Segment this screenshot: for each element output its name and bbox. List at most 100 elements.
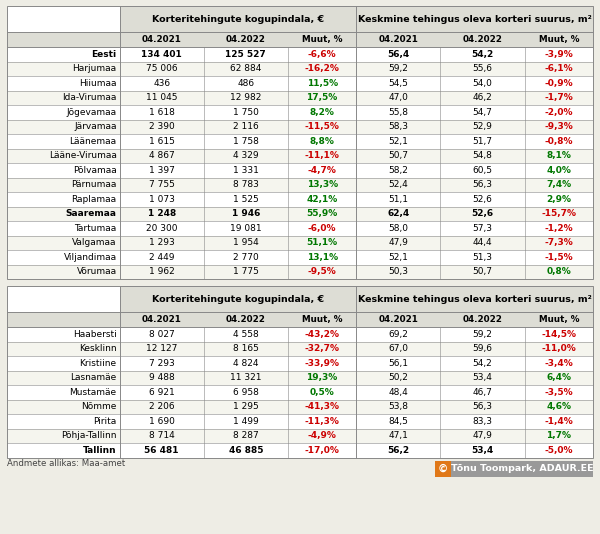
Bar — [7, 47, 593, 61]
Text: 1 499: 1 499 — [233, 417, 259, 426]
Text: Lasnamäe: Lasnamäe — [70, 373, 116, 382]
Text: 6,4%: 6,4% — [546, 373, 571, 382]
Text: 52,9: 52,9 — [473, 122, 493, 131]
Bar — [7, 6, 593, 279]
Text: 67,0: 67,0 — [388, 344, 409, 354]
Text: -11,5%: -11,5% — [305, 122, 340, 131]
Text: 55,8: 55,8 — [388, 108, 409, 117]
Text: -3,4%: -3,4% — [544, 359, 573, 368]
Text: 53,4: 53,4 — [472, 446, 494, 455]
Text: 51,3: 51,3 — [473, 253, 493, 262]
Text: -15,7%: -15,7% — [541, 209, 576, 218]
Text: 56 481: 56 481 — [145, 446, 179, 455]
Text: 84,5: 84,5 — [388, 417, 409, 426]
Text: 1 946: 1 946 — [232, 209, 260, 218]
Text: 4,6%: 4,6% — [546, 402, 571, 411]
Text: Haabersti: Haabersti — [73, 330, 116, 339]
Text: 54,5: 54,5 — [388, 78, 409, 88]
Text: -16,2%: -16,2% — [305, 64, 340, 73]
Bar — [435, 460, 593, 476]
Text: 13,3%: 13,3% — [307, 180, 338, 189]
Bar — [7, 428, 593, 443]
Text: 04.2022: 04.2022 — [463, 315, 502, 324]
Text: Eesti: Eesti — [92, 50, 116, 59]
Text: 1 954: 1 954 — [233, 238, 259, 247]
Text: 42,1%: 42,1% — [307, 195, 338, 204]
Text: 52,1: 52,1 — [388, 253, 409, 262]
Text: Andmete allikas: Maa-amet: Andmete allikas: Maa-amet — [7, 459, 125, 468]
Text: -41,3%: -41,3% — [305, 402, 340, 411]
Text: Korteritehingute kogupindala, €: Korteritehingute kogupindala, € — [152, 14, 324, 23]
Text: 54,7: 54,7 — [473, 108, 493, 117]
Bar — [7, 371, 593, 385]
Text: 0,8%: 0,8% — [547, 267, 571, 276]
Text: 56,4: 56,4 — [387, 50, 410, 59]
Text: 4 558: 4 558 — [233, 330, 259, 339]
Text: 50,7: 50,7 — [388, 151, 409, 160]
Text: 8 783: 8 783 — [233, 180, 259, 189]
Bar — [7, 6, 593, 279]
Bar — [7, 235, 593, 250]
Text: 51,7: 51,7 — [473, 137, 493, 146]
Text: 8 714: 8 714 — [149, 431, 175, 440]
Text: 75 006: 75 006 — [146, 64, 178, 73]
Text: 53,8: 53,8 — [388, 402, 409, 411]
Text: ©: © — [438, 464, 448, 474]
Text: 83,3: 83,3 — [473, 417, 493, 426]
Text: 56,3: 56,3 — [473, 402, 493, 411]
Text: 4 329: 4 329 — [233, 151, 259, 160]
Bar — [7, 414, 593, 428]
Text: 1 525: 1 525 — [233, 195, 259, 204]
Text: 1 750: 1 750 — [233, 108, 259, 117]
Text: 19,3%: 19,3% — [307, 373, 338, 382]
Text: 7,4%: 7,4% — [546, 180, 571, 189]
Text: 134 401: 134 401 — [142, 50, 182, 59]
Text: 8 165: 8 165 — [233, 344, 259, 354]
Text: 55,6: 55,6 — [473, 64, 493, 73]
Text: Muut, %: Muut, % — [302, 315, 343, 324]
Text: 1 690: 1 690 — [149, 417, 175, 426]
Text: -6,6%: -6,6% — [308, 50, 337, 59]
Text: 47,9: 47,9 — [388, 238, 409, 247]
Text: Võrumaa: Võrumaa — [77, 267, 116, 276]
Text: Viljandimaa: Viljandimaa — [64, 253, 116, 262]
Text: 125 527: 125 527 — [226, 50, 266, 59]
Text: 54,0: 54,0 — [473, 78, 493, 88]
Text: 12 982: 12 982 — [230, 93, 262, 102]
Text: 50,7: 50,7 — [473, 267, 493, 276]
Text: 12 127: 12 127 — [146, 344, 178, 354]
Text: Tartumaa: Tartumaa — [74, 224, 116, 233]
Text: 8 027: 8 027 — [149, 330, 175, 339]
Text: 50,3: 50,3 — [388, 267, 409, 276]
Bar — [119, 6, 356, 32]
Bar — [7, 286, 593, 458]
Text: 51,1%: 51,1% — [307, 238, 338, 247]
Text: 47,1: 47,1 — [388, 431, 409, 440]
Text: 04.2021: 04.2021 — [379, 35, 418, 44]
Text: 52,1: 52,1 — [388, 137, 409, 146]
Bar — [119, 286, 356, 312]
Text: 59,2: 59,2 — [388, 64, 409, 73]
Text: -9,5%: -9,5% — [308, 267, 337, 276]
Text: 17,5%: 17,5% — [307, 93, 338, 102]
Text: 8 287: 8 287 — [233, 431, 259, 440]
Text: 1 615: 1 615 — [149, 137, 175, 146]
Text: 2 116: 2 116 — [233, 122, 259, 131]
Text: 2 770: 2 770 — [233, 253, 259, 262]
Text: Raplamaa: Raplamaa — [71, 195, 116, 204]
Text: 54,8: 54,8 — [473, 151, 493, 160]
Text: 19 081: 19 081 — [230, 224, 262, 233]
Bar — [7, 90, 593, 105]
Bar — [7, 134, 593, 148]
Bar — [7, 120, 593, 134]
Bar — [7, 221, 593, 235]
Text: 69,2: 69,2 — [388, 330, 409, 339]
Text: 1 293: 1 293 — [149, 238, 175, 247]
Text: Tallinn: Tallinn — [83, 446, 116, 455]
Text: 1 248: 1 248 — [148, 209, 176, 218]
Text: Saaremaa: Saaremaa — [65, 209, 116, 218]
Text: 56,2: 56,2 — [388, 446, 409, 455]
Text: 2 390: 2 390 — [149, 122, 175, 131]
Text: -3,5%: -3,5% — [544, 388, 573, 397]
Text: 1 397: 1 397 — [149, 166, 175, 175]
